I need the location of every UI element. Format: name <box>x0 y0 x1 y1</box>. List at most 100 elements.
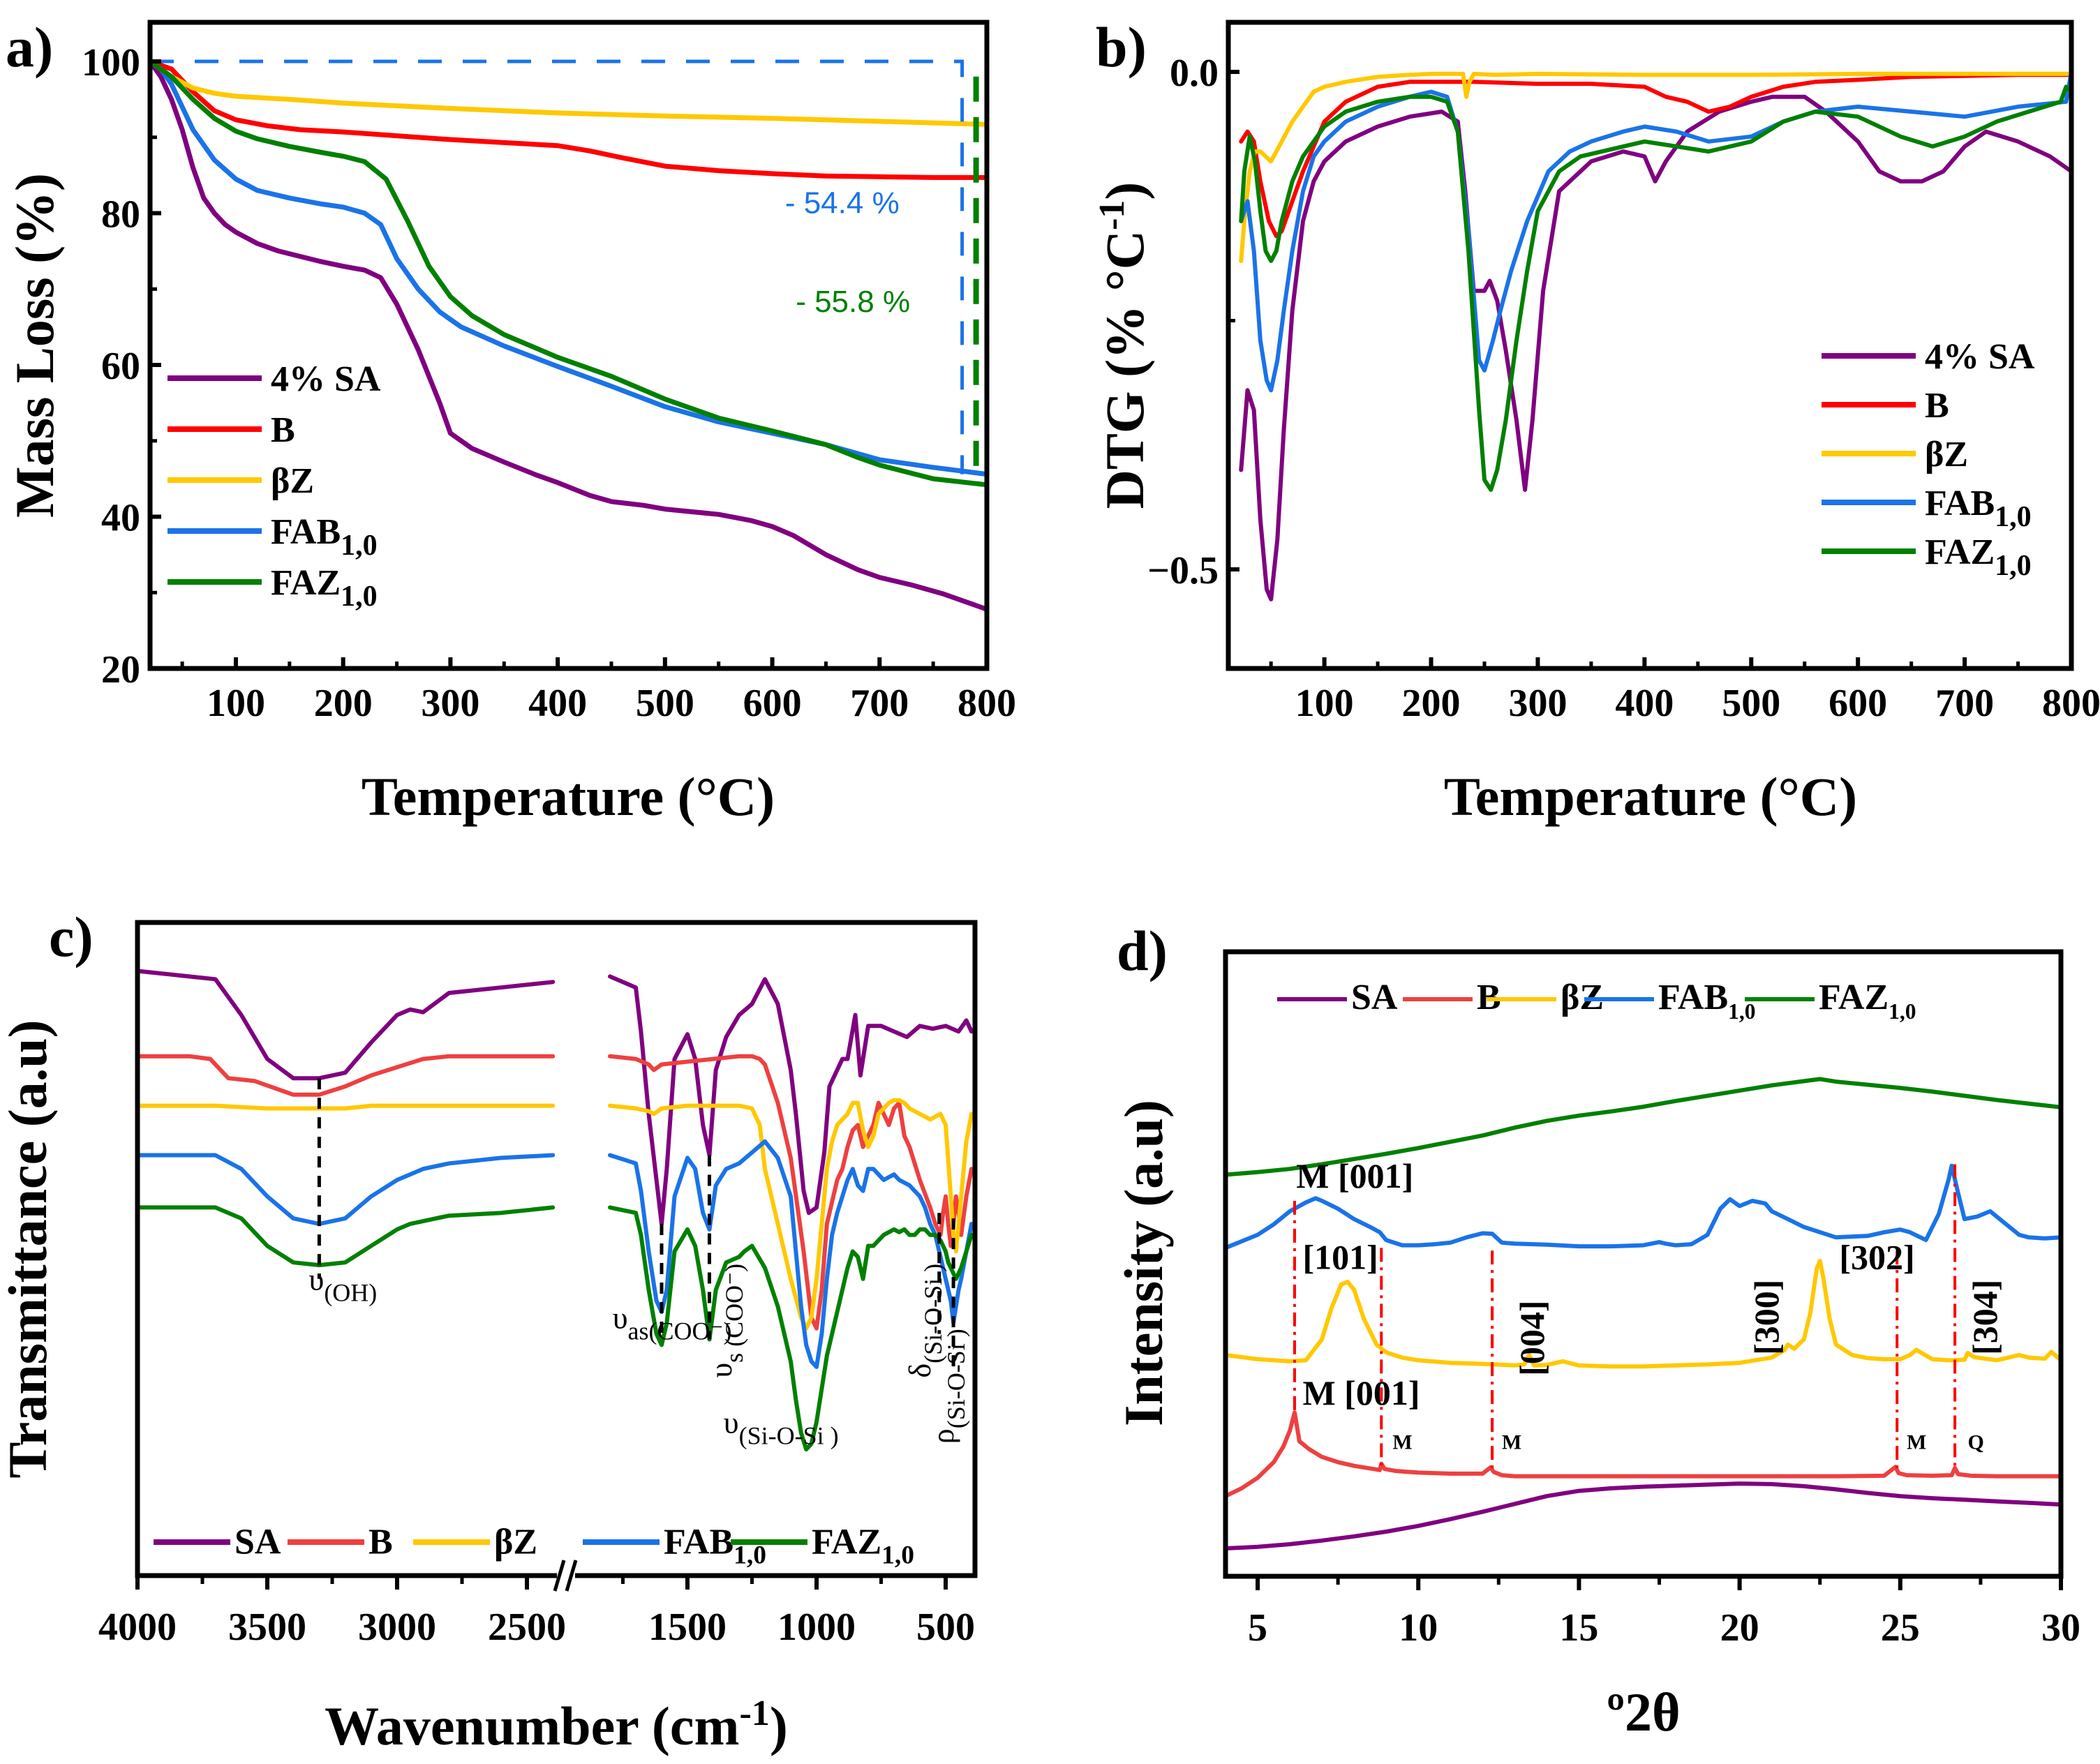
legend-label: FAZ1,0 <box>1925 532 2032 582</box>
legend-label-text: FAZ <box>271 563 341 603</box>
panel-a-mass-loss: a) 100 200 300 400 500 600 700 800 20 40 60 80 100 … <box>4 15 1016 827</box>
legend-item-faz: FAZ1,0 <box>167 563 378 613</box>
panel-b-y-axis-title-main: DTG (% °C <box>1094 230 1155 509</box>
panel-a-y-axis-title: Mass Loss (%) <box>4 173 65 518</box>
panel-c-plot-frame <box>135 920 978 1578</box>
panel-c-x-axis-title-sup: -1 <box>740 1694 770 1733</box>
band-subscript: as(COO⁻) <box>627 1317 731 1345</box>
x-tick-label: 15 <box>1559 1606 1598 1650</box>
panel-d-reference-lines <box>1293 1164 1957 1470</box>
legend-label-subscript: 1,0 <box>1995 550 2032 582</box>
x-tick-label: 800 <box>2042 682 2100 725</box>
legend-item-b_light: B <box>288 1523 393 1562</box>
x-tick-label: 500 <box>1722 682 1780 725</box>
x-tick-label: 600 <box>1829 682 1887 725</box>
x-tick-label: 2500 <box>488 1606 566 1649</box>
x-tick-label: 3000 <box>358 1606 436 1649</box>
band-subscript: (Si-O-Si ) <box>919 1264 947 1363</box>
band-symbol: υ <box>613 1301 628 1336</box>
panel-a-annotations: - 54.4 % - 55.8 % <box>785 186 910 319</box>
legend-label: FAB1,0 <box>271 512 378 562</box>
legend-item-bz: βZ <box>167 461 314 501</box>
panel-c-x-axis-title: Wavenumber (cm-1) <box>325 1694 788 1756</box>
legend-label: 4% SA <box>271 359 381 399</box>
reflection-label: M <box>1392 1431 1412 1454</box>
x-tick-label: 100 <box>207 682 265 725</box>
x-tick-label: 1000 <box>777 1606 856 1649</box>
band-subscript: (OH) <box>324 1279 377 1307</box>
x-tick-label: 1500 <box>648 1606 727 1649</box>
legend-label-subscript: 1,0 <box>733 1541 766 1570</box>
legend-label-text: FAB <box>1925 484 1995 523</box>
legend-label-text: B <box>368 1523 393 1562</box>
legend-label-text: βZ <box>494 1523 537 1562</box>
x-tick-label: 500 <box>636 682 694 725</box>
y-tick-label: 60 <box>101 345 140 388</box>
legend-label-text: 4% SA <box>1925 337 2035 377</box>
reflection-label: [101] <box>1302 1237 1378 1276</box>
legend-label-text: 4% SA <box>271 359 381 399</box>
panel-d-series-bz <box>1223 1259 2063 1369</box>
panel-b-series <box>1239 70 2073 601</box>
legend-label: βZ <box>1925 435 1968 474</box>
panel-b-series-bz <box>1239 71 2073 263</box>
panel-c-right-series-sa <box>608 974 974 1226</box>
legend-item-sa: 4% SA <box>167 359 381 399</box>
legend-label-text: FAZ <box>1819 978 1889 1017</box>
x-tick-label: 500 <box>916 1606 975 1649</box>
panel-c-left-series-fab <box>135 1153 556 1226</box>
x-tick-label: 4000 <box>98 1606 177 1649</box>
reflection-label: M [001] <box>1302 1373 1420 1412</box>
mass-loss-label-fab: - 54.4 % <box>785 186 900 221</box>
reflection-label: [300] <box>1747 1280 1786 1355</box>
band-assignment-label: υ(OH) <box>309 1263 378 1307</box>
x-tick-label: 10 <box>1399 1606 1438 1650</box>
panel-d-x-axis-title: º2θ <box>1607 1682 1680 1742</box>
legend-label: FAZ1,0 <box>812 1523 914 1570</box>
x-tick-label: 700 <box>1935 682 1994 725</box>
legend-label-text: B <box>271 410 295 450</box>
band-subscript: s (COO⁻) <box>720 1264 748 1363</box>
legend-label-text: FAB <box>1658 978 1728 1017</box>
band-subscript: (Si-O-Si ) <box>739 1421 839 1449</box>
band-symbol: υ <box>724 1405 739 1440</box>
legend-label: B <box>271 410 295 450</box>
legend-label: FAB1,0 <box>1925 484 2032 533</box>
legend-item-b: B <box>167 410 295 450</box>
panel-d-y-axis-title: Intensity (a.u) <box>1113 1100 1174 1426</box>
panel-c-x-axis-title-end: ) <box>770 1696 788 1756</box>
legend-label-text: FAB <box>271 512 341 552</box>
panel-a-series-b <box>147 59 990 180</box>
panel-a-series <box>147 59 990 612</box>
legend-label-text: SA <box>234 1523 281 1562</box>
panel-b-x-axis: 100 200 300 400 500 600 700 800 <box>1269 657 2100 725</box>
y-tick-label: 100 <box>82 41 140 84</box>
x-tick-label: 3500 <box>228 1606 306 1649</box>
panel-c-x-axis: 4000 3500 3000 2500 1500 1000 500 <box>98 1560 975 1649</box>
panel-c-right-series-fab <box>608 1139 974 1369</box>
mass-loss-label-faz: - 55.8 % <box>796 285 910 319</box>
reflection-label: M <box>1907 1431 1926 1454</box>
panel-c-right-series-b_light <box>608 1054 974 1331</box>
legend-item-fab: FAB1,0 <box>583 1523 766 1570</box>
legend-item-fab: FAB1,0 <box>1584 978 1756 1024</box>
legend-item-faz: FAZ1,0 <box>731 1523 914 1570</box>
x-tick-label: 5 <box>1248 1606 1267 1650</box>
panel-b-y-axis-title-sup: -1 <box>1092 200 1132 230</box>
reflection-label: [004] <box>1512 1301 1551 1376</box>
panel-d-series-faz <box>1223 1077 2063 1177</box>
axis-break-mark <box>565 1560 578 1592</box>
band-symbol: δ <box>903 1363 937 1378</box>
legend-label: B <box>1925 386 1949 426</box>
panel-a-x-axis-title: Temperature (°C) <box>362 766 775 827</box>
panel-c-series <box>135 969 974 1452</box>
band-assignment-label: υ(Si-O-Si ) <box>724 1405 839 1449</box>
reflection-label: M <box>1502 1431 1521 1454</box>
mass-loss-bracket-fab <box>150 59 965 474</box>
panel-b-y-axis-title: DTG (% °C-1) <box>1092 182 1155 509</box>
legend-label: B <box>368 1523 393 1562</box>
legend-item-faz: FAZ1,0 <box>1822 532 2032 582</box>
panel-b-series-b <box>1239 73 2073 239</box>
y-tick-label: 80 <box>101 193 140 237</box>
